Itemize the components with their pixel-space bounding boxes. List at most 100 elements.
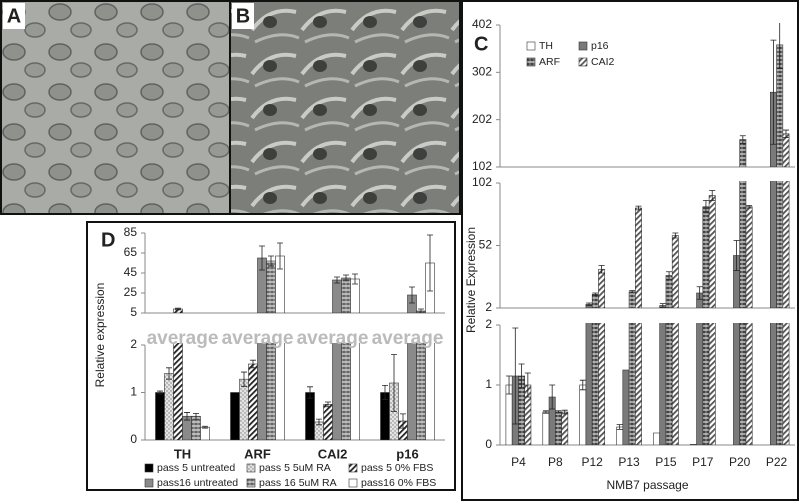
- error-bar: [616, 424, 623, 430]
- error-bar: [268, 255, 274, 267]
- x-tick-label: P22: [766, 455, 788, 469]
- error-bar: [307, 386, 313, 399]
- error-bar: [524, 372, 531, 398]
- label-box: [232, 3, 254, 29]
- label-box: [3, 3, 25, 29]
- y-tick-label: 2: [485, 317, 492, 331]
- bar: [332, 279, 342, 313]
- x-tick-label: P4: [511, 455, 526, 469]
- error-bar: [586, 302, 593, 306]
- bar: [733, 323, 740, 445]
- error-bar: [635, 205, 642, 211]
- error-bar: [782, 129, 789, 139]
- error-bar: [316, 418, 322, 426]
- error-bar: [382, 384, 388, 401]
- legend-swatch: [578, 57, 588, 67]
- error-bar: [598, 265, 605, 274]
- x-tick-label: TH: [174, 446, 191, 461]
- legend-swatch: [246, 478, 256, 488]
- error-bar: [770, 39, 777, 145]
- y-tick-label: 2: [130, 337, 137, 351]
- error-bar: [400, 413, 406, 429]
- x-tick-label: CAI2: [318, 446, 348, 461]
- micrograph-b: [229, 0, 461, 215]
- y-tick-label: 102: [472, 175, 492, 189]
- error-bar: [776, 23, 783, 69]
- error-bar: [733, 240, 740, 271]
- y-tick-label: 52: [479, 238, 493, 252]
- bar: [257, 343, 267, 440]
- error-bar: [666, 271, 673, 280]
- error-bar: [506, 375, 513, 395]
- y-tick-label: 85: [124, 225, 138, 239]
- legend-label: pass16 0% FBS: [361, 477, 436, 489]
- error-bar: [334, 276, 340, 284]
- legend-swatch: [526, 41, 536, 51]
- error-bar: [166, 367, 172, 380]
- legend-label: CAI2: [591, 56, 615, 68]
- error-bar: [241, 371, 247, 387]
- bar: [708, 195, 716, 308]
- bar: [230, 392, 240, 440]
- error-bar: [672, 232, 679, 239]
- bar: [266, 260, 276, 313]
- bar: [745, 206, 753, 308]
- bar-segment: [739, 23, 790, 167]
- overlay-text: average: [297, 328, 369, 349]
- error-bar: [250, 359, 256, 369]
- bar: [200, 426, 210, 440]
- bar: [745, 323, 753, 445]
- legend-label: ARF: [539, 56, 560, 68]
- y-tick-label: 302: [472, 65, 492, 79]
- error-bar: [659, 303, 666, 308]
- bar: [591, 293, 599, 308]
- error-bar: [512, 327, 519, 425]
- error-bar: [409, 286, 415, 304]
- error-bar: [555, 410, 562, 414]
- bar: [542, 411, 550, 445]
- y-tick-label: 2: [485, 300, 492, 314]
- bar: [561, 411, 569, 445]
- error-bar: [193, 413, 199, 420]
- bar: [696, 323, 704, 445]
- x-tick-label: P20: [729, 455, 751, 469]
- error-bar: [783, 86, 789, 106]
- bar: [305, 392, 315, 440]
- error-bar: [542, 410, 549, 414]
- legend-label: pass 5 untreated: [157, 462, 235, 474]
- bar: [702, 323, 710, 445]
- bar: [769, 323, 777, 445]
- overlay-text: average: [222, 328, 294, 349]
- bar: [598, 268, 606, 308]
- bar: [248, 363, 258, 440]
- bar: [665, 323, 673, 445]
- error-bar: [592, 292, 599, 296]
- bar-segment: [585, 86, 790, 308]
- micrograph-a: [0, 0, 231, 215]
- legend-swatch: [144, 463, 154, 473]
- panel-frame: [86, 221, 456, 491]
- error-bar: [157, 390, 163, 395]
- overlay-text: average: [372, 328, 444, 349]
- error-bar: [739, 135, 746, 144]
- y-tick-label: 5: [130, 305, 137, 319]
- bar: [191, 415, 201, 440]
- y-tick-label: 45: [124, 265, 138, 279]
- legend-label: p16: [591, 40, 609, 52]
- error-bar: [427, 234, 433, 292]
- bar: [164, 373, 174, 440]
- legend-label: pass 16 5uM RA: [259, 477, 337, 489]
- bar: [341, 277, 351, 313]
- panel-label: A: [7, 5, 21, 27]
- bar: [739, 323, 747, 445]
- error-bar: [629, 290, 636, 294]
- y-tick-label: 102: [472, 159, 492, 173]
- y-tick-label: 202: [472, 112, 492, 126]
- error-bar: [325, 401, 331, 408]
- bar: [776, 181, 784, 308]
- y-tick-label: 1: [130, 385, 137, 399]
- bar: [266, 343, 276, 440]
- bar: [555, 411, 562, 445]
- bar: [628, 323, 636, 445]
- legend-label: pass 5 0% FBS: [361, 462, 433, 474]
